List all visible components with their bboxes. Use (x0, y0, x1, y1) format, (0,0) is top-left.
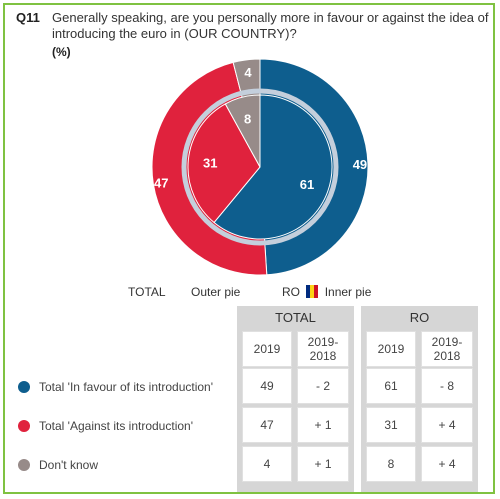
question-text: Generally speaking, are you personally m… (52, 10, 489, 41)
legend-inner-pie: Inner pie (324, 285, 372, 299)
legend-total: TOTAL (128, 285, 166, 299)
pie-separator-ring (181, 88, 339, 246)
outer-label-0: 49 (353, 157, 367, 172)
row-label-text: Total 'Against its introduction' (39, 419, 193, 433)
legend-outer-pie: Outer pie (191, 285, 241, 299)
row-label-2: Don't know (18, 457, 98, 473)
chart-frame (3, 3, 495, 494)
table-cell: 31 (366, 407, 416, 443)
table-cell: 61 (366, 368, 416, 404)
inner-slice-2 (224, 94, 261, 168)
table-cell: + 1 (297, 407, 349, 443)
legend-dot-icon (18, 381, 30, 393)
table-cell: + 4 (421, 446, 473, 482)
romania-flag-icon (306, 285, 319, 298)
table-cell: + 4 (421, 407, 473, 443)
inner-label-2: 8 (244, 112, 251, 127)
legend-dot-icon (18, 459, 30, 471)
row-label-text: Don't know (39, 458, 98, 472)
subheader-ro-change: 2019- 2018 (421, 331, 473, 367)
table-cell: 47 (242, 407, 292, 443)
subheader-total-change: 2019- 2018 (297, 331, 349, 367)
table-cell: - 2 (297, 368, 349, 404)
legend-ro: RO Inner pie (282, 285, 371, 299)
legend-dot-icon (18, 420, 30, 432)
table-cell: 8 (366, 446, 416, 482)
outer-label-2: 4 (244, 65, 252, 80)
inner-slice-0 (213, 94, 333, 240)
subheader-ro-2019: 2019 (366, 331, 416, 367)
outer-label-1: 47 (154, 176, 168, 191)
unit-label: (%) (52, 45, 71, 59)
table-cell: + 1 (297, 446, 349, 482)
question-number: Q11 (16, 10, 40, 25)
table-cell: 49 (242, 368, 292, 404)
table-cell: 4 (242, 446, 292, 482)
nested-pie-chart: 49 47 4 61 31 8 (151, 58, 369, 276)
table-cell: - 8 (421, 368, 473, 404)
row-label-1: Total 'Against its introduction' (18, 418, 193, 434)
group-header-ro: RO (361, 309, 478, 327)
inner-label-0: 61 (300, 177, 314, 192)
inner-slice-1 (187, 103, 261, 224)
subheader-total-2019: 2019 (242, 331, 292, 367)
row-label-0: Total 'In favour of its introduction' (18, 379, 213, 395)
legend-ro-label: RO (282, 285, 300, 299)
inner-label-1: 31 (203, 155, 217, 170)
row-label-text: Total 'In favour of its introduction' (39, 380, 214, 394)
group-header-total: TOTAL (237, 309, 354, 327)
